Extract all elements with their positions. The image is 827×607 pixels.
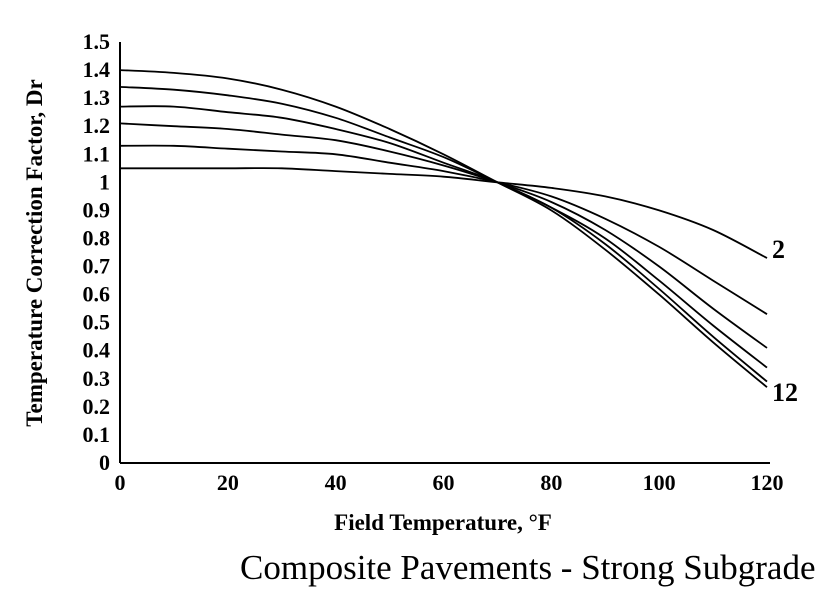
y-tick-label: 1 [99,169,110,194]
curves-group [119,69,768,388]
y-tick-label: 0.7 [83,254,111,279]
x-tick-label: 60 [433,470,455,495]
y-tick-label: 1.1 [83,141,111,166]
y-tick-label: 0.6 [83,282,111,307]
y-tick-label: 0.4 [83,338,111,363]
series-line-4 [119,144,768,315]
curve-label-bottom: 12 [772,378,798,407]
x-tick-label: 40 [325,470,347,495]
x-tick-label: 20 [217,470,239,495]
y-tick-labels: 0 0.1 0.2 0.3 0.4 0.5 0.6 0.7 0.8 0.9 1 1.1 1.2 1.3 1.… [83,29,111,475]
y-tick-label: 1.2 [83,113,111,138]
x-tick-labels: 0 20 40 60 80 100 120 [115,470,784,495]
x-tick-label: 120 [751,470,784,495]
y-tick-label: 0.1 [83,422,111,447]
x-tick-label: 100 [643,470,676,495]
chart-title: Composite Pavements - Strong Subgrade [240,548,816,587]
y-tick-label: 1.4 [83,57,111,82]
series-line-3 [119,122,768,349]
series-line-5 [120,167,768,259]
series-line-0 [119,69,768,388]
y-axis-title: Temperature Correction Factor, Dr [22,79,47,426]
y-tick-label: 0.5 [83,310,111,335]
x-tick-label: 0 [115,470,126,495]
y-tick-label: 0.9 [83,197,111,222]
y-tick-label: 0.8 [83,225,111,250]
series-line-1 [119,86,768,383]
series-line-2 [119,105,768,369]
x-axis-title: Field Temperature, °F [334,510,552,535]
y-tick-label: 1.3 [83,85,111,110]
curve-label-top: 2 [772,235,785,264]
y-tick-label: 0 [99,450,110,475]
y-tick-label: 0.2 [83,394,111,419]
x-tick-label: 80 [540,470,562,495]
y-tick-label: 1.5 [83,29,111,54]
y-tick-label: 0.3 [83,366,111,391]
